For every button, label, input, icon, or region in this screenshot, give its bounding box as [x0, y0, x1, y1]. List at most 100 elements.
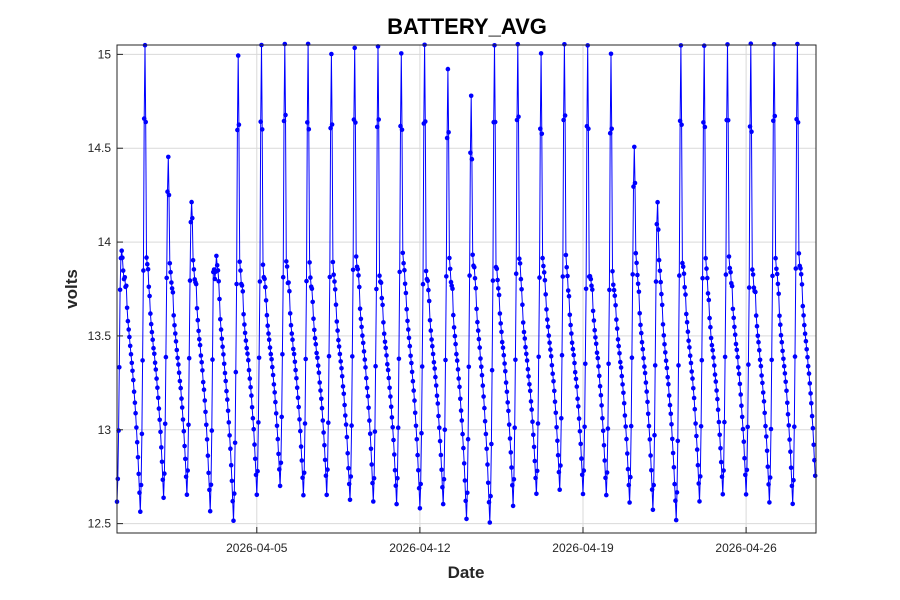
data-point [562, 113, 568, 118]
data-point [388, 394, 393, 399]
data-point [444, 135, 450, 141]
data-point [468, 150, 473, 156]
data-point [444, 274, 449, 279]
data-point [301, 470, 307, 476]
data-point [479, 364, 484, 370]
data-point [474, 306, 479, 312]
data-point [126, 327, 131, 332]
data-point [628, 423, 634, 429]
data-point [427, 318, 433, 323]
data-point [714, 388, 719, 393]
data-point [122, 275, 128, 280]
data-point [155, 385, 160, 391]
data-point [524, 358, 530, 363]
data-point [124, 305, 130, 311]
data-point [155, 395, 161, 401]
data-point [257, 279, 263, 284]
data-point [240, 289, 246, 294]
data-point [317, 380, 323, 385]
data-point [266, 331, 271, 336]
data-point [141, 268, 146, 273]
data-point [277, 483, 283, 489]
data-point [246, 367, 252, 373]
data-point [366, 405, 371, 411]
data-point [589, 283, 594, 289]
data-point [571, 352, 576, 358]
data-point [408, 353, 413, 359]
data-point [565, 273, 570, 279]
data-point [125, 318, 131, 324]
data-point [345, 451, 351, 456]
data-point [119, 248, 124, 253]
data-point [296, 404, 302, 410]
data-point [459, 418, 465, 423]
data-point [673, 498, 678, 504]
data-point [569, 340, 575, 346]
data-point [182, 443, 187, 449]
data-point [520, 302, 525, 308]
data-point [416, 485, 422, 491]
data-point [316, 370, 322, 376]
data-point [267, 345, 273, 350]
data-point [532, 458, 538, 464]
data-point [395, 425, 401, 431]
data-point [575, 396, 580, 402]
data-point [558, 463, 563, 468]
data-point [197, 342, 203, 348]
data-point [273, 411, 279, 416]
data-point [435, 401, 441, 406]
data-point [397, 269, 403, 275]
data-point [451, 325, 457, 330]
data-point [348, 474, 354, 479]
data-point [325, 467, 330, 472]
data-point [639, 339, 645, 345]
data-point [461, 461, 467, 466]
data-point [709, 342, 715, 348]
data-point [463, 498, 469, 504]
data-point [652, 432, 657, 438]
data-point [160, 477, 166, 483]
data-point [194, 306, 200, 311]
data-point [687, 345, 692, 350]
data-point [538, 126, 543, 132]
data-point [530, 419, 535, 425]
data-point [241, 312, 246, 317]
data-point [161, 495, 166, 501]
data-point [265, 323, 271, 329]
data-point [179, 396, 184, 401]
data-point [732, 324, 737, 330]
data-point [485, 462, 490, 467]
data-point [486, 499, 492, 505]
data-point [214, 263, 220, 268]
data-point [590, 308, 596, 314]
data-point [291, 351, 297, 357]
data-point [763, 423, 768, 429]
data-point [396, 356, 402, 362]
data-point [787, 437, 792, 442]
data-point [447, 255, 452, 261]
data-point [715, 396, 720, 402]
data-point [277, 467, 282, 472]
data-point [326, 420, 331, 426]
data-point [731, 315, 736, 321]
data-point [796, 251, 802, 256]
data-point [791, 477, 796, 483]
data-point [557, 487, 562, 493]
data-point [641, 356, 646, 361]
data-point [305, 41, 311, 47]
data-point [489, 441, 494, 447]
data-point [128, 352, 134, 357]
data-point [185, 468, 190, 473]
series-line [116, 43, 816, 523]
data-point [484, 446, 490, 452]
data-point [410, 378, 416, 384]
data-point [256, 355, 262, 361]
data-point [744, 467, 750, 473]
data-point [535, 421, 541, 426]
data-point [606, 361, 611, 367]
data-point [263, 284, 268, 290]
data-point [479, 372, 485, 378]
data-point [130, 368, 135, 374]
data-point [371, 476, 377, 481]
data-point [659, 302, 665, 308]
